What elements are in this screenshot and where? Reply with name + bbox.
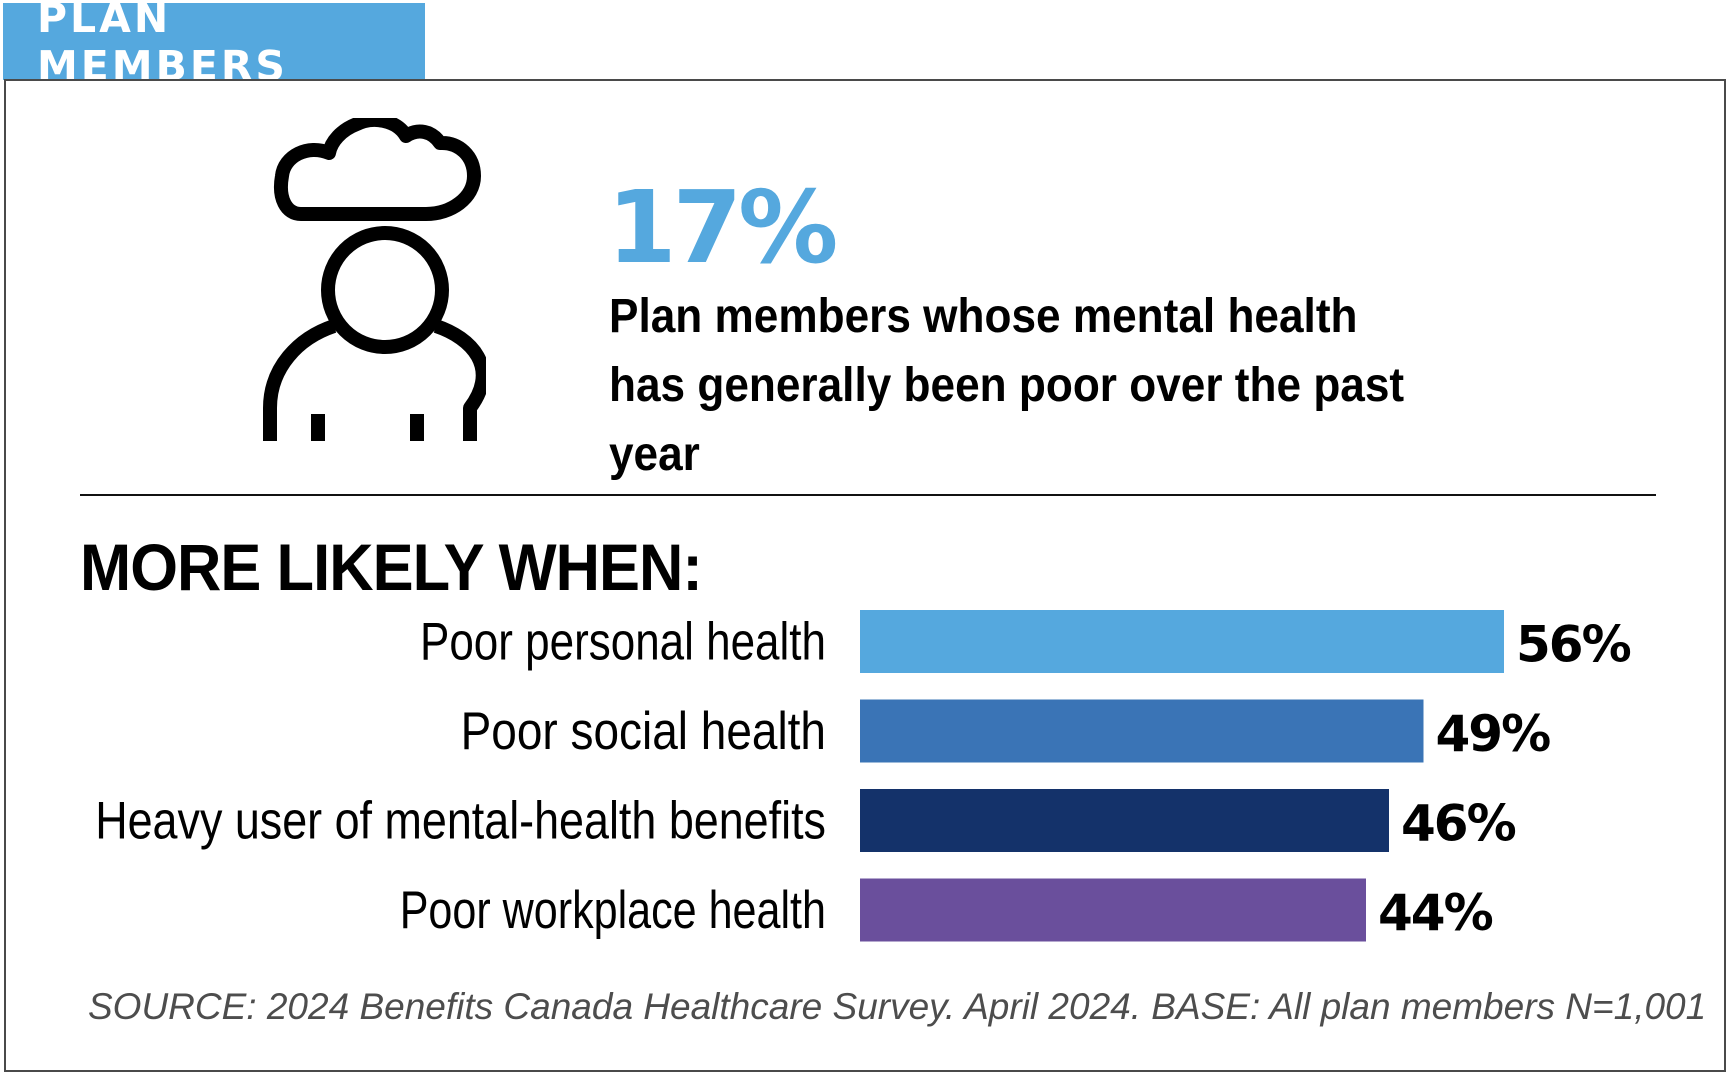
bar-3: [860, 789, 1389, 852]
value-label-2: 49%: [1436, 705, 1551, 763]
section-tab-label: PLAN MEMBERS: [37, 0, 288, 90]
source-note: SOURCE: 2024 Benefits Canada Healthcare …: [88, 986, 1707, 1027]
bar-1: [860, 610, 1504, 673]
value-label-4: 44%: [1378, 884, 1493, 942]
value-label-3: 46%: [1401, 795, 1516, 853]
bar-4: [860, 878, 1366, 942]
category-label-2: Poor social health: [461, 702, 826, 761]
section-tab: PLAN MEMBERS: [3, 0, 425, 90]
category-label-4: Poor workplace health: [400, 881, 826, 940]
bar-2: [860, 699, 1424, 763]
category-label-1: Poor personal health: [420, 613, 826, 672]
category-label-3: Heavy user of mental-health benefits: [95, 792, 826, 851]
highlight-description: Plan members whose mental health has gen…: [609, 290, 1405, 481]
divider: [80, 494, 1656, 496]
highlight-stat: 17%: [607, 169, 838, 286]
person-with-cloud-icon: [263, 118, 486, 441]
section-heading: MORE LIKELY WHEN:: [80, 530, 703, 604]
content-frame: [4, 79, 1726, 1072]
value-label-1: 56%: [1516, 616, 1631, 674]
